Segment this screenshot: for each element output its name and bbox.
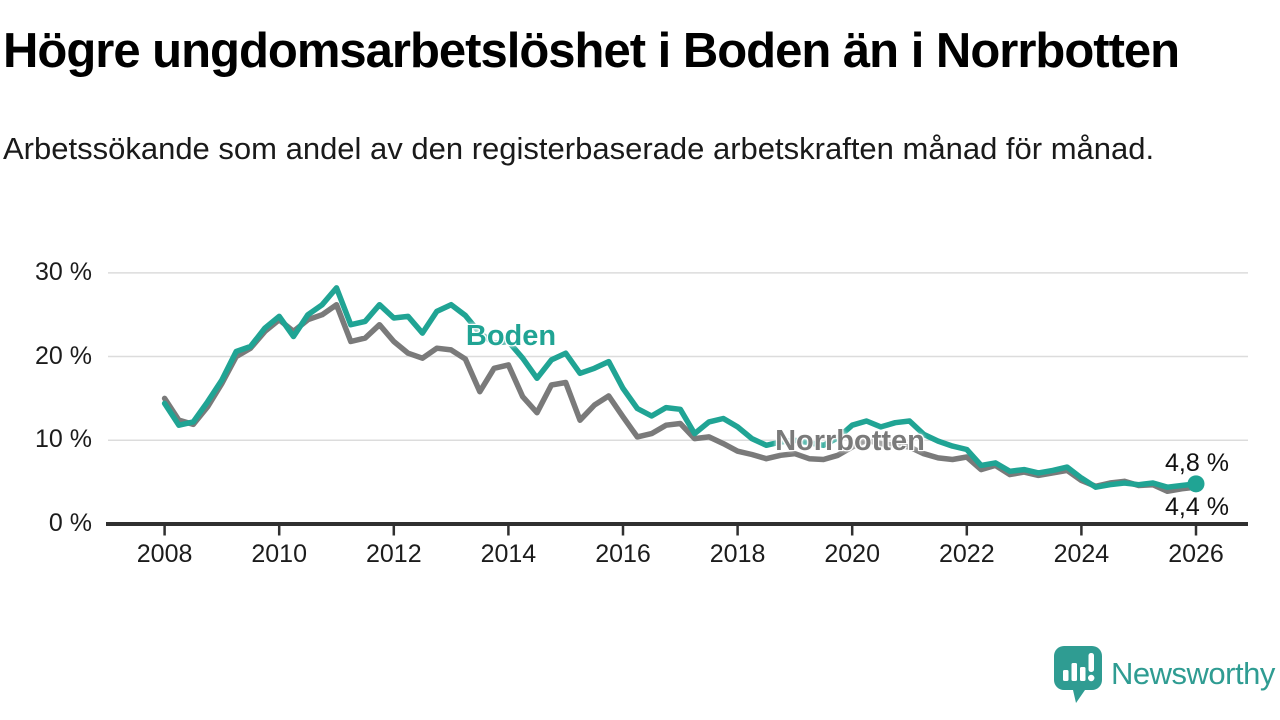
page-title: Högre ungdomsarbetslöshet i Boden än i N… bbox=[3, 24, 1180, 78]
series-label-boden: Boden bbox=[465, 320, 557, 352]
y-tick-label: 10 % bbox=[35, 425, 92, 454]
x-tick-label: 2020 bbox=[824, 540, 880, 568]
x-tick-label: 2014 bbox=[480, 540, 537, 568]
page-subtitle: Arbetssökande som andel av den registerb… bbox=[3, 131, 1155, 166]
x-tick-label: 2016 bbox=[595, 540, 651, 568]
x-tick-label: 2026 bbox=[1168, 540, 1224, 568]
y-tick-label: 0 % bbox=[48, 509, 92, 537]
end-value-boden: 4,8 % bbox=[1165, 449, 1229, 477]
series-end-dot-boden bbox=[1187, 475, 1205, 493]
series-line-boden bbox=[161, 285, 1199, 490]
x-tick-label: 2018 bbox=[709, 540, 766, 568]
newsworthy-logo-text: Newsworthy bbox=[1111, 656, 1275, 691]
x-tick-label: 2022 bbox=[938, 540, 995, 568]
y-tick-label: 30 % bbox=[35, 257, 92, 286]
newsworthy-logo: Newsworthy bbox=[1052, 644, 1275, 704]
series-label-norrbotten: Norrbotten bbox=[775, 425, 925, 457]
series-line-norrbotten bbox=[161, 301, 1199, 495]
y-tick-label: 20 % bbox=[35, 341, 92, 370]
x-tick-label: 2012 bbox=[365, 540, 422, 568]
x-tick-label: 2010 bbox=[251, 540, 307, 568]
x-tick-label: 2024 bbox=[1053, 540, 1110, 568]
newsworthy-logo-icon bbox=[1054, 646, 1102, 703]
x-tick-label: 2008 bbox=[136, 540, 193, 568]
end-value-norrbotten: 4,4 % bbox=[1165, 493, 1229, 521]
